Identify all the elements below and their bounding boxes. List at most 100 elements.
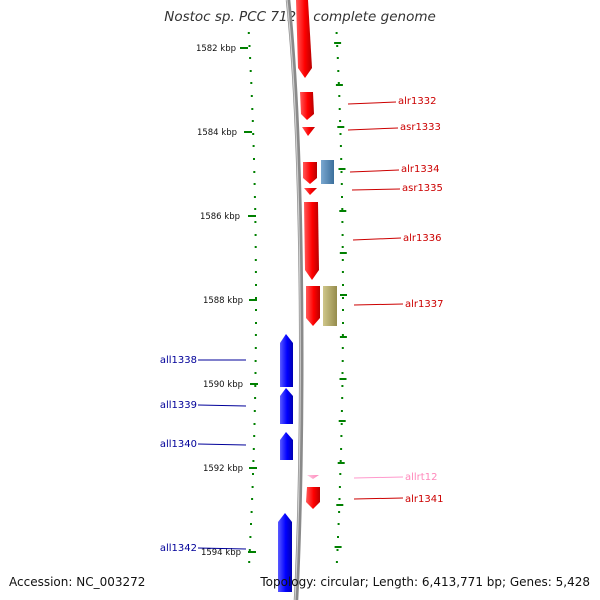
gene-label-allrt12[interactable]: allrt12 [405,472,437,483]
ruler-dot [340,158,343,160]
ruler-dot [341,271,344,273]
ruler-dot [253,158,255,160]
feature-box-alr1334[interactable] [321,160,334,184]
ruler-dot [254,385,257,387]
ruler-dot [338,168,346,170]
gene-arrow-asr1333[interactable] [302,127,315,136]
kbp-tick-1588 [249,299,257,301]
ruler-dot [340,171,343,173]
callout-line-alr1332 [347,101,397,105]
ruler-dot [250,82,253,84]
kbp-tick-1590 [250,383,258,385]
ruler-dot [250,523,252,525]
ruler-dot [340,410,343,412]
gene-arrow-all1342[interactable] [278,513,292,592]
gene-arrow-all1340[interactable] [280,432,293,460]
ruler-dot [340,435,343,437]
ruler-dot [255,309,257,311]
ruler-dot [336,57,339,59]
ruler-dot [338,511,341,513]
ruler-dot [334,546,342,548]
genome-backbone [285,0,304,600]
kbp-label-1584: 1584 kbp [197,128,237,138]
ruler-dot [336,549,339,551]
rna-arrow-allrt12[interactable] [307,475,319,479]
ruler-dot [254,271,257,273]
ruler-dot [340,183,343,185]
gene-arrow-alr1341[interactable] [306,487,320,509]
ruler-dot [254,221,257,223]
gene-arrow-all1338[interactable] [280,334,293,387]
ruler-dot [254,246,257,248]
feature-box-alr1337[interactable] [323,286,337,326]
ruler-dot [255,284,257,286]
ruler-dot [248,549,251,551]
ruler-dot [254,208,257,210]
ruler-dot [251,108,254,110]
gene-label-alr1334[interactable]: alr1334 [401,164,439,175]
gene-arrow-alr1336[interactable] [304,202,319,280]
ruler-dot [336,45,339,47]
ruler-dot [247,32,250,34]
ruler-dot [342,309,344,311]
ruler-dot [339,336,347,338]
gene-label-all1340[interactable]: all1340 [160,439,197,450]
ruler-dot [341,397,344,399]
ruler-dot [341,360,344,362]
gene-label-all1338[interactable]: all1338 [160,355,197,366]
gene-arrow-alr1332[interactable] [300,92,314,120]
ruler-dot [248,561,251,563]
kbp-label-1586: 1586 kbp [200,212,240,222]
ruler-dot [254,360,257,362]
ruler-dot [337,70,340,72]
gene-arrow-upstream[interactable] [296,0,312,78]
gene-label-alr1336[interactable]: alr1336 [403,233,441,244]
ruler-dot [342,322,344,324]
gene-label-asr1333[interactable]: asr1333 [400,122,441,133]
ruler-dot [250,511,253,513]
gene-label-alr1341[interactable]: alr1341 [405,494,443,505]
kbp-tick-1594 [248,551,256,553]
kbp-tick-1586 [248,215,256,217]
ruler-dot [255,297,257,299]
kbp-label-1592: 1592 kbp [203,464,243,474]
ruler-dot [252,133,255,135]
ruler-dot [249,57,252,59]
ruler-dots [247,32,347,563]
ruler-dot [251,498,254,500]
kbp-tick-1592 [249,467,257,469]
genome-info-label: Topology: circular; Length: 6,413,771 bp… [260,575,590,589]
gene-arrow-asr1335[interactable] [304,188,317,195]
gene-label-asr1335[interactable]: asr1335 [402,183,443,194]
ruler-dot [337,126,345,128]
ruler-dot [251,120,254,122]
ruler-dot [339,378,347,380]
ruler-dot [337,82,340,84]
ruler-dot [339,145,342,147]
ruler-dot [338,420,346,422]
ruler-dot [340,294,347,296]
callout-line-asr1335 [351,188,401,191]
kbp-label-1594: 1594 kbp [201,548,241,558]
ruler-dot [341,334,344,336]
kbp-tick-1582 [240,47,248,49]
ruler-dot [341,372,344,374]
gene-arrow-alr1334[interactable] [303,162,317,184]
ruler-dot [253,423,256,425]
gene-label-all1339[interactable]: all1339 [160,400,197,411]
ruler-dot [339,120,342,122]
ruler-dot [252,460,255,462]
gene-arrow-all1339[interactable] [280,388,293,424]
gene-arrow-alr1337[interactable] [306,286,320,326]
gene-label-alr1337[interactable]: alr1337 [405,299,443,310]
ruler-dot [336,504,344,506]
kbp-label-1590: 1590 kbp [203,380,243,390]
ruler-dot [253,410,256,412]
ruler-dot [339,252,347,254]
kbp-tick-1584 [244,131,252,133]
callout-line-all1342 [197,547,247,550]
gene-label-alr1332[interactable]: alr1332 [398,96,436,107]
gene-label-all1342[interactable]: all1342 [160,543,197,554]
callout-line-alr1336 [352,237,402,241]
